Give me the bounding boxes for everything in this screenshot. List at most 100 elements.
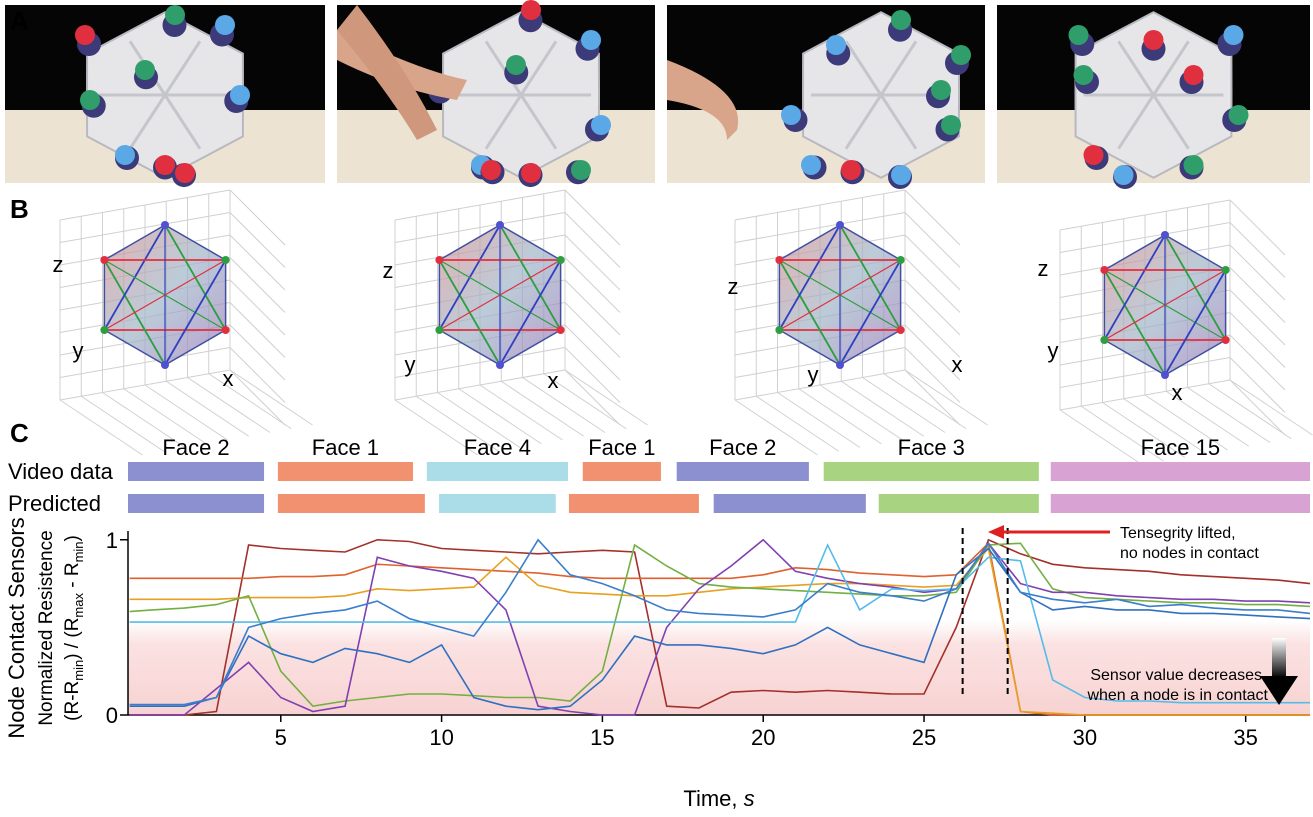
- grid-3d: [778, 393, 861, 448]
- grid-3d: [565, 258, 620, 313]
- formula-part: min: [71, 541, 86, 562]
- x-axis-label-text: Time,: [683, 786, 743, 811]
- panel-label: A: [10, 6, 29, 36]
- grid-3d: [230, 280, 285, 335]
- formula-part: - R: [62, 562, 83, 593]
- robot-node: [801, 155, 821, 175]
- grid-3d: [905, 370, 988, 425]
- grid-3d: [230, 303, 285, 358]
- annotation-arrowhead: [988, 525, 1004, 539]
- y-tick-label: 0: [106, 703, 118, 728]
- node: [100, 326, 108, 334]
- axis-label-3d: y: [808, 362, 819, 387]
- grid-3d: [565, 190, 620, 245]
- grid-3d: [565, 213, 620, 268]
- robot-node: [115, 145, 135, 165]
- robot-node: [891, 165, 911, 185]
- grid-3d: [523, 378, 606, 433]
- face-segment: [128, 494, 264, 513]
- grid-3d: [565, 325, 620, 380]
- node: [836, 221, 844, 229]
- grid-3d: [230, 190, 285, 245]
- node: [775, 256, 783, 264]
- node: [435, 326, 443, 334]
- grid-3d: [501, 381, 584, 436]
- row-label: Predicted: [8, 491, 101, 516]
- robot-node: [1084, 145, 1104, 165]
- node: [222, 326, 230, 334]
- grid-3d: [230, 370, 285, 425]
- face-label: Face 1: [312, 435, 379, 460]
- panel-label: C: [10, 418, 29, 448]
- grid-3d: [1209, 384, 1292, 439]
- node: [100, 256, 108, 264]
- grid-3d: [81, 396, 164, 451]
- face-segment: [278, 494, 425, 513]
- face-segment: [278, 462, 413, 481]
- robot-node: [1144, 30, 1164, 50]
- robot-node: [1069, 25, 1089, 45]
- node: [897, 326, 905, 334]
- axis-label-3d: z: [53, 252, 64, 277]
- x-tick-label: 25: [912, 725, 936, 750]
- node: [435, 256, 443, 264]
- face-segment: [824, 462, 1039, 481]
- formula-part: (R-R: [62, 681, 83, 721]
- grid-3d: [480, 385, 563, 440]
- node: [222, 256, 230, 264]
- node: [1161, 231, 1169, 239]
- x-tick-label: 15: [590, 725, 614, 750]
- robot-node: [1074, 65, 1094, 85]
- node: [161, 221, 169, 229]
- annotation: no nodes in contact: [1120, 545, 1259, 562]
- grid-3d: [1230, 380, 1285, 435]
- robot-node: [521, 0, 541, 20]
- formula-part: ): [62, 535, 83, 541]
- photos: [5, 0, 1310, 189]
- grid-3d: [905, 370, 960, 425]
- x-tick-label: 30: [1073, 725, 1097, 750]
- axis-label-3d: x: [952, 352, 963, 377]
- robot-node: [481, 160, 501, 180]
- node: [775, 326, 783, 334]
- robot-node: [80, 90, 100, 110]
- grid-3d: [209, 374, 292, 429]
- robot-node: [571, 160, 591, 180]
- robot-node: [215, 15, 235, 35]
- annotation: when a node is in contact: [1086, 687, 1268, 704]
- grid-3d: [230, 235, 285, 290]
- face-label: Face 3: [898, 435, 965, 460]
- grid-3d: [1230, 223, 1285, 278]
- annotation: Tensegrity lifted,: [1120, 525, 1236, 542]
- x-tick-label: 20: [751, 725, 775, 750]
- grid-3d: [565, 280, 620, 335]
- row-label: Video data: [8, 459, 114, 484]
- robot-node: [155, 155, 175, 175]
- y-axis-formula: (R-Rmin) / (Rmax - Rmin): [62, 535, 86, 721]
- grid-3d: [820, 385, 903, 440]
- x-axis-label: Time, s: [683, 786, 754, 811]
- grid-3d: [1230, 290, 1285, 345]
- face-label: Face 2: [162, 435, 229, 460]
- node: [161, 361, 169, 369]
- grid-3d: [230, 258, 285, 313]
- grid-3d: [1230, 335, 1285, 390]
- node: [496, 361, 504, 369]
- grid-3d: [565, 370, 648, 425]
- axis-label-3d: z: [383, 258, 394, 283]
- grid-3d: [905, 280, 960, 335]
- grid-3d: [1230, 245, 1285, 300]
- robot-node: [931, 80, 951, 100]
- axis-label-3d: x: [223, 366, 234, 391]
- axis-label-3d: x: [1172, 380, 1183, 405]
- node: [557, 326, 565, 334]
- grid-3d: [1230, 380, 1313, 435]
- node: [1100, 266, 1108, 274]
- axis-label-3d: y: [73, 338, 84, 363]
- grid-3d: [1230, 200, 1285, 255]
- node: [1222, 336, 1230, 344]
- robot-node: [951, 45, 971, 65]
- axis-label-3d: z: [1038, 256, 1049, 281]
- grid-3d: [145, 385, 228, 440]
- face-segment: [1051, 462, 1310, 481]
